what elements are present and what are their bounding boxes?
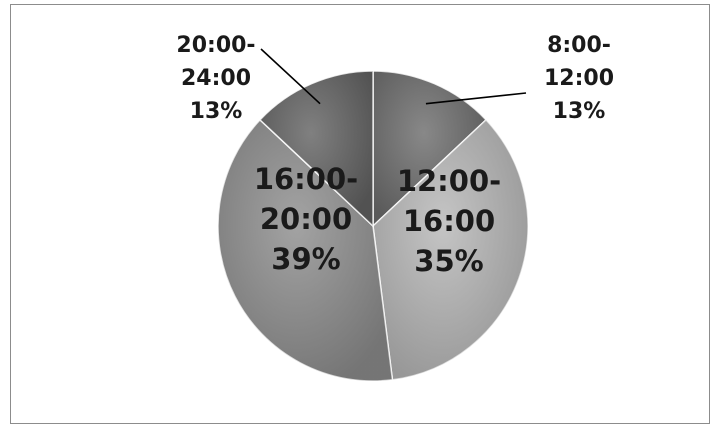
leader-line-20-00-24-00 bbox=[260, 48, 321, 105]
slice-label-8-00-12-00: 8:00-12:00 13% bbox=[544, 33, 614, 124]
slice-label-12-00-16-00: 12:00-16:00 35% bbox=[397, 164, 501, 278]
slice-label-20-00-24-00: 20:00-24:00 13% bbox=[176, 33, 255, 124]
chart-area: 8:00-12:00 13% 12:00-16:00 35% 16:00-20:00 39… bbox=[10, 4, 710, 424]
leader-line-8-00-12-00 bbox=[425, 92, 527, 105]
slice-label-16-00-20-00: 16:00-20:00 39% bbox=[254, 162, 358, 276]
pie-slice-shading bbox=[217, 119, 393, 381]
pie-slice-shading bbox=[373, 119, 528, 380]
pie-slice-shading bbox=[260, 71, 373, 226]
pie-chart: 8:00-12:00 13% 12:00-16:00 35% 16:00-20:00 39… bbox=[176, 33, 614, 382]
pie-slice-shading bbox=[373, 71, 486, 226]
